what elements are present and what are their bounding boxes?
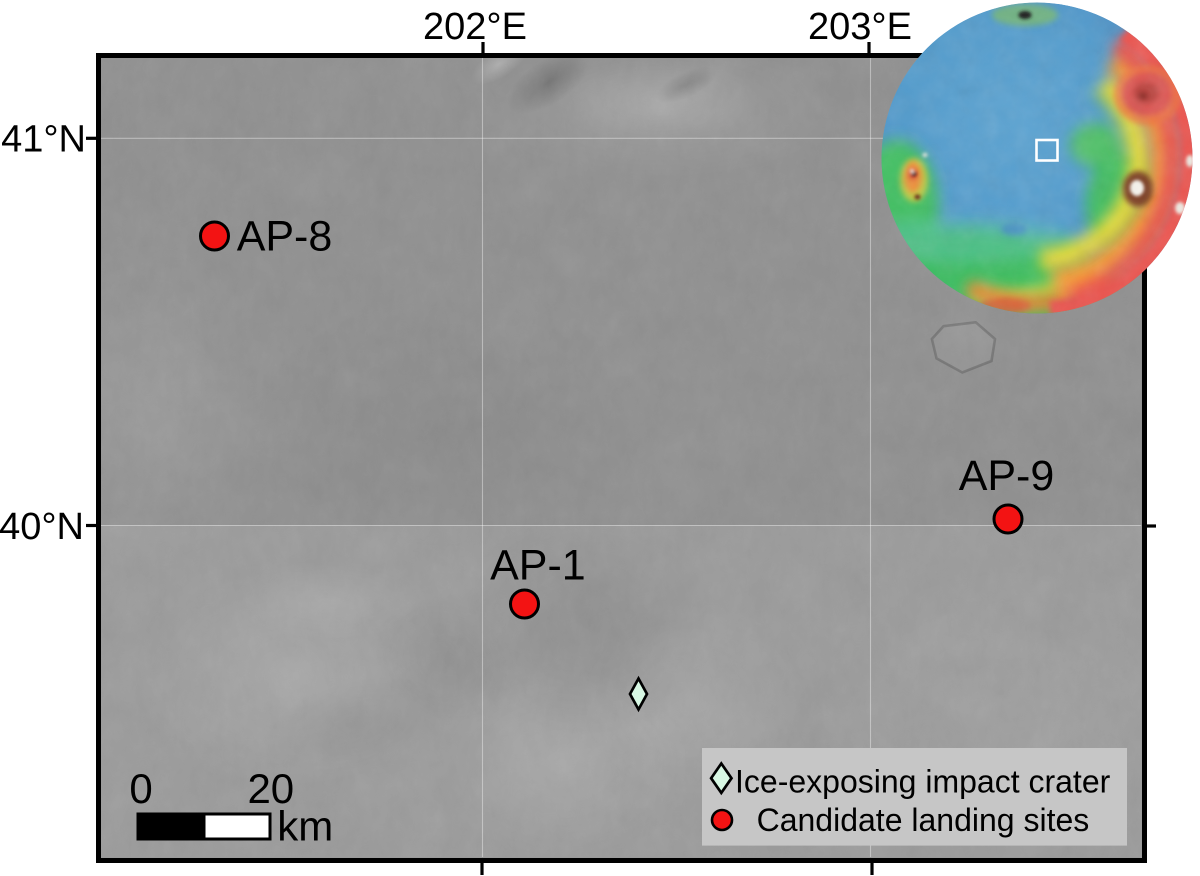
svg-text:Ice-exposing impact crater: Ice-exposing impact crater [735, 764, 1111, 800]
svg-text:40°N: 40°N [0, 506, 84, 548]
svg-text:AP-8: AP-8 [237, 213, 333, 261]
svg-text:203°E: 203°E [808, 6, 912, 48]
svg-text:41°N: 41°N [1, 119, 86, 161]
svg-text:km: km [277, 803, 333, 850]
svg-text:Candidate landing sites: Candidate landing sites [757, 802, 1090, 838]
svg-text:202°E: 202°E [423, 6, 527, 48]
svg-text:0: 0 [129, 765, 152, 812]
svg-text:AP-9: AP-9 [959, 452, 1055, 500]
svg-text:20: 20 [247, 765, 294, 812]
svg-text:AP-1: AP-1 [490, 542, 586, 590]
